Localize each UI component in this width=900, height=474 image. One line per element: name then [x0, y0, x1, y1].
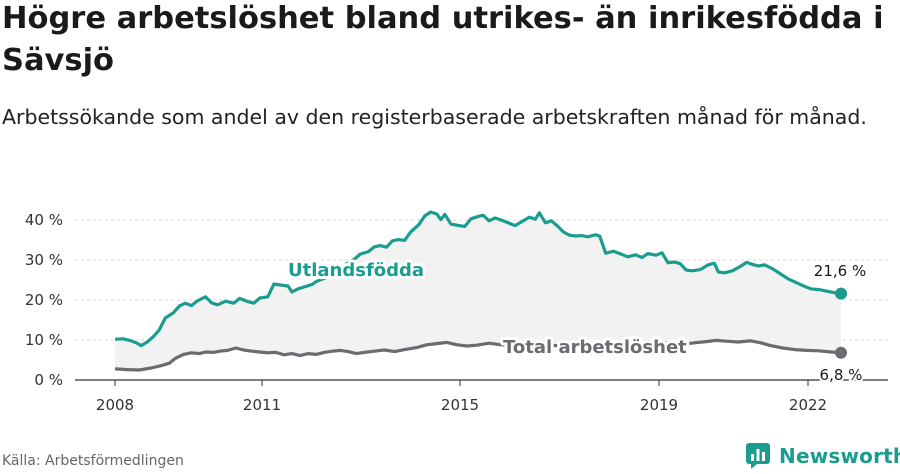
utlandsfodda-series-label: Utlandsfödda: [288, 260, 424, 281]
x-tick-label: 2022: [789, 396, 827, 414]
total-end-marker: [835, 346, 847, 359]
y-tick-label: 20 %: [25, 291, 63, 309]
chart-subtitle: Arbetssökande som andel av den registerb…: [2, 105, 867, 129]
y-tick-label: 40 %: [25, 211, 63, 229]
total-series-line: [114, 338, 842, 372]
chart-title: Högre arbetslöshet bland utrikes- än inr…: [2, 1, 884, 78]
utlandsfodda-end-label: 21,6 %: [814, 262, 866, 280]
source-note: Källa: Arbetsförmedlingen: [2, 453, 184, 469]
x-tick-label: 2019: [640, 396, 678, 414]
brand-logo: Newsworthy: [745, 442, 900, 470]
y-tick-label: 0 %: [34, 371, 63, 389]
total-end-label: 6,8 %: [820, 366, 863, 384]
total-series-label: Total arbetslöshet: [503, 337, 687, 358]
newsworthy-logo-icon: [746, 443, 770, 469]
x-tick-label: 2011: [243, 396, 281, 414]
x-tick-label: 2008: [96, 396, 134, 414]
y-tick-label: 10 %: [25, 331, 63, 349]
brand-name: Newsworthy: [779, 444, 900, 468]
x-tick-label: 2015: [441, 396, 479, 414]
y-tick-label: 30 %: [25, 251, 63, 269]
utlandsfodda-end-marker: [835, 287, 847, 300]
gap-area: [115, 212, 841, 370]
utlandsfodda-series-line: [114, 210, 842, 348]
